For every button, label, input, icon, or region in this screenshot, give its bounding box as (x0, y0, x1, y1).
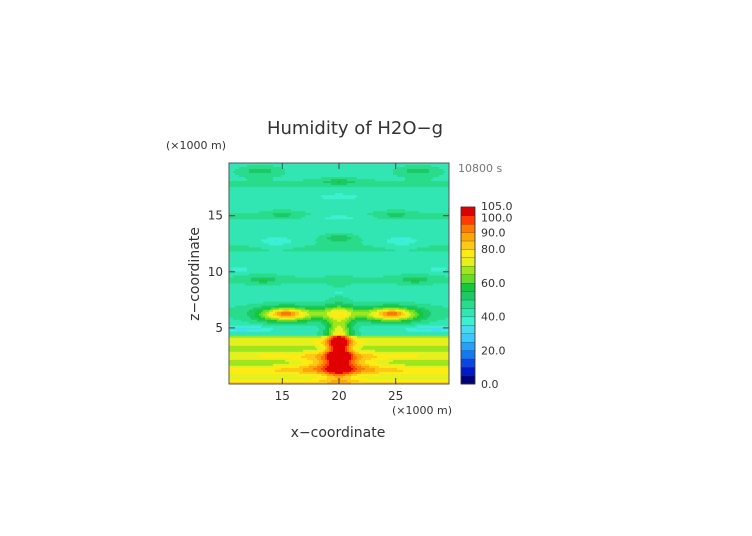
x-tick-label: 25 (388, 389, 403, 403)
colorbar-label: 40.0 (481, 311, 506, 324)
y-axis-label: z−coordinate (187, 227, 203, 321)
colorbar-swatch (461, 215, 475, 224)
y-tick-label: 15 (208, 209, 223, 223)
colorbar-swatch (461, 283, 475, 292)
chart-title: Humidity of H2O−g (267, 118, 443, 139)
y-unit-label: (×1000 m) (166, 139, 226, 152)
colorbar-swatch (461, 333, 475, 342)
colorbar-swatch (461, 350, 475, 359)
time-label: 10800 s (458, 162, 502, 175)
colorbar-swatch (461, 376, 475, 385)
colorbar-label: 60.0 (481, 277, 506, 290)
x-tick-label: 20 (331, 389, 346, 403)
colorbar-swatch (461, 258, 475, 267)
colorbar-swatch (461, 291, 475, 300)
x-tick-label: 15 (275, 389, 290, 403)
colorbar-label: 80.0 (481, 243, 506, 256)
colorbar-swatch (461, 266, 475, 275)
colorbar-label: 100.0 (481, 211, 513, 224)
colorbar-swatch (461, 367, 475, 376)
colorbar-swatch (461, 232, 475, 241)
colorbar (461, 207, 475, 384)
y-tick-label: 5 (215, 321, 223, 335)
humidity-field (229, 163, 449, 384)
colorbar-swatch (461, 325, 475, 334)
colorbar-label: 0.0 (481, 378, 499, 391)
colorbar-swatch (461, 342, 475, 351)
colorbar-swatch (461, 241, 475, 250)
colorbar-swatch (461, 249, 475, 258)
colorbar-swatch (461, 207, 475, 216)
colorbar-label: 20.0 (481, 344, 506, 357)
colorbar-label: 90.0 (481, 226, 506, 239)
colorbar-swatch (461, 274, 475, 283)
y-tick-label: 10 (208, 265, 223, 279)
colorbar-label: 105.0 (481, 200, 513, 213)
colorbar-swatch (461, 308, 475, 317)
x-unit-label: (×1000 m) (392, 404, 452, 417)
colorbar-swatch (461, 359, 475, 368)
x-axis-label: x−coordinate (291, 425, 386, 441)
colorbar-swatch (461, 317, 475, 326)
colorbar-swatch (461, 300, 475, 309)
colorbar-swatch (461, 224, 475, 233)
